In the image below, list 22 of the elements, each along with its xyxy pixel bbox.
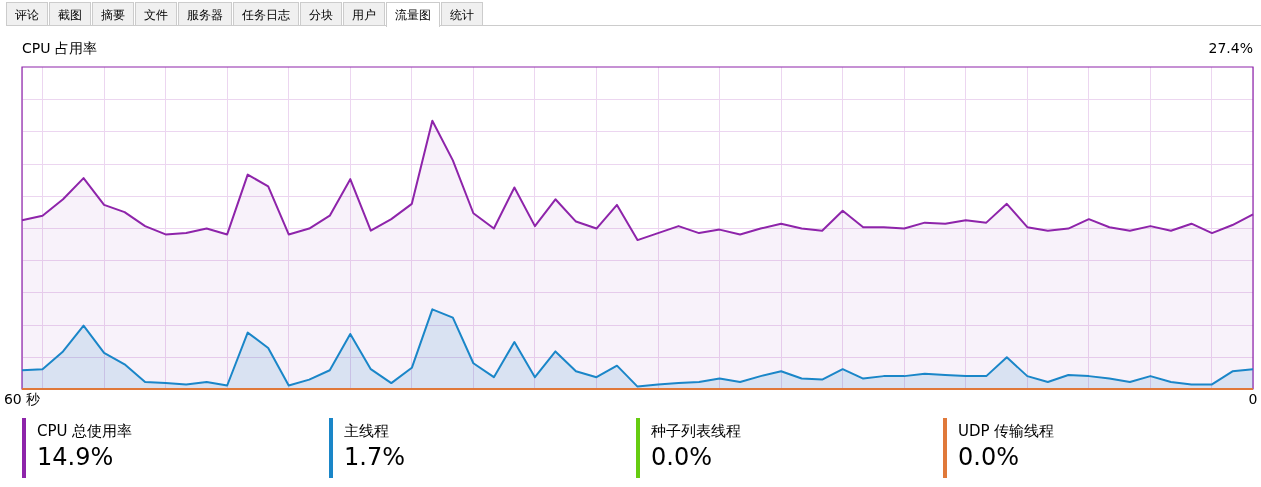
- text: 27.4%: [1208, 40, 1253, 56]
- x-tick-label: 0: [1248, 390, 1258, 407]
- text: 分块: [300, 2, 342, 25]
- text: 任务日志: [233, 2, 299, 25]
- text: 文件: [135, 2, 177, 25]
- text: 服务器: [178, 2, 232, 25]
- chart-title: CPU 占用率: [22, 40, 97, 56]
- legend-label: 主线程: [344, 422, 390, 441]
- legend-label: CPU 总使用率: [37, 422, 133, 441]
- text: 用户: [343, 2, 385, 25]
- text: 0.0%: [958, 443, 1020, 471]
- text: 摘要: [92, 2, 134, 25]
- text: 0.0%: [651, 443, 713, 471]
- x-tick-label: 60 秒: [3, 390, 41, 407]
- legend-label: UDP 传输线程: [958, 422, 1055, 441]
- text: 流量图: [386, 2, 440, 27]
- text: 截图: [49, 2, 91, 25]
- legend-label: 种子列表线程: [651, 422, 741, 441]
- text: 1.7%: [344, 443, 405, 471]
- text: 统计: [441, 2, 483, 25]
- text: 14.9%: [37, 443, 115, 471]
- text: 评论: [6, 2, 48, 25]
